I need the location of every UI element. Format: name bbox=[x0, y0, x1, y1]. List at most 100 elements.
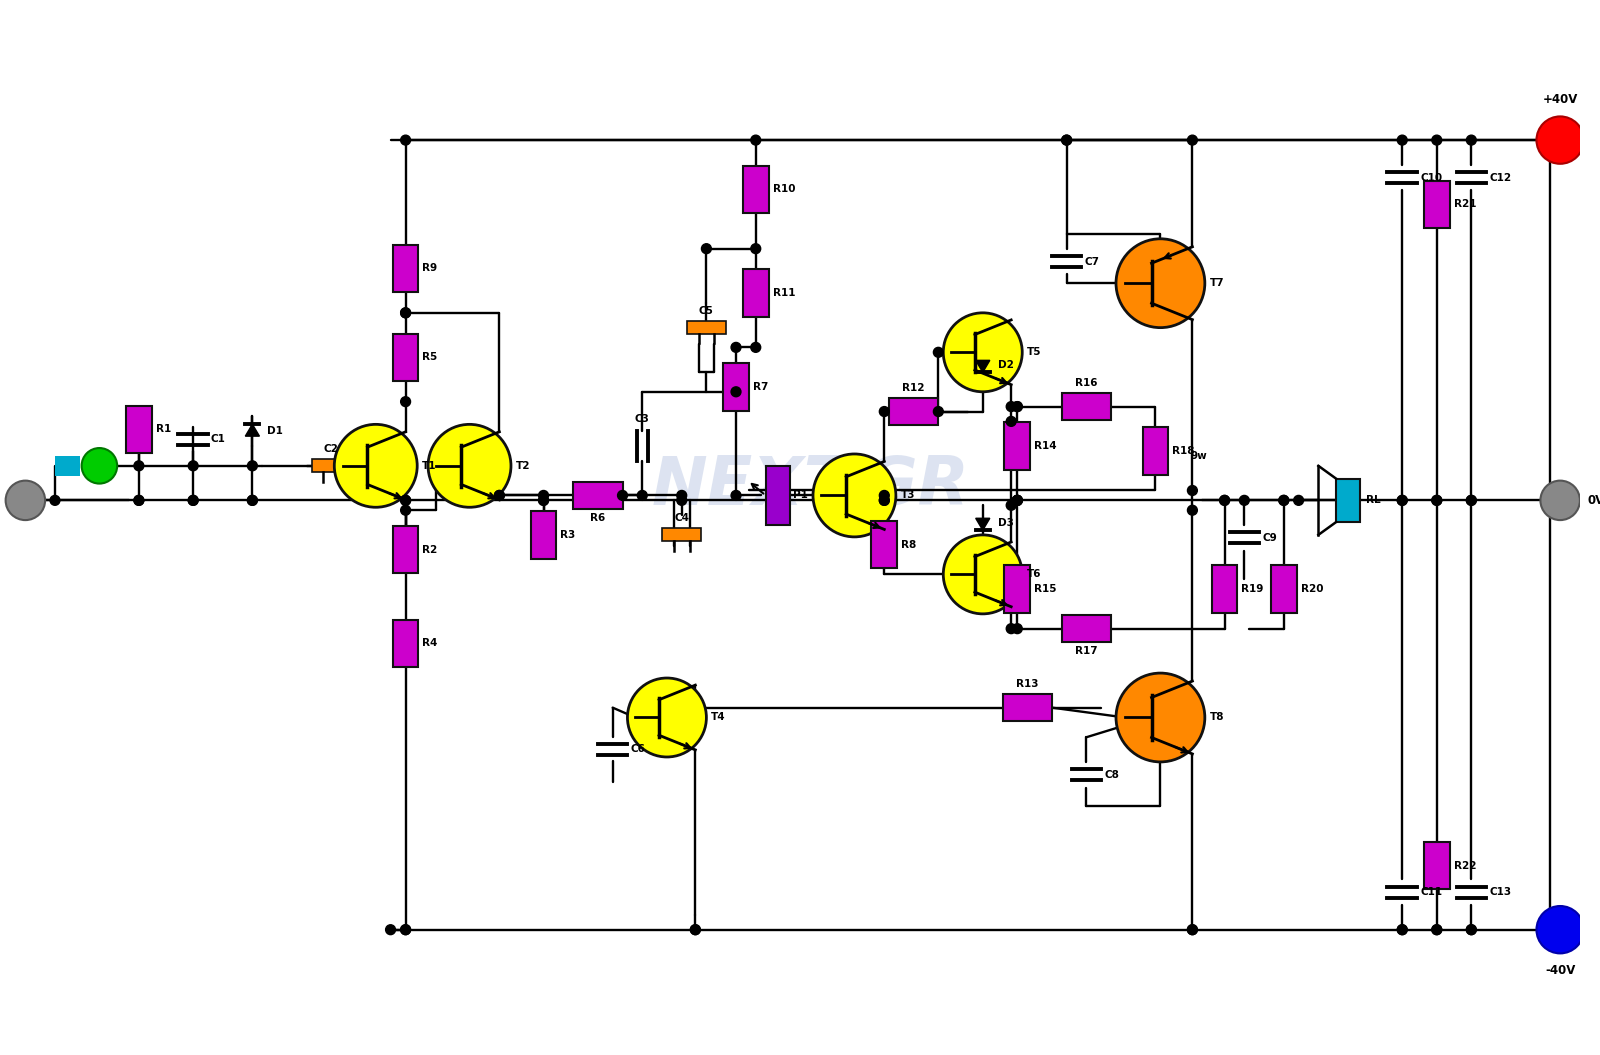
Text: R7: R7 bbox=[752, 382, 768, 391]
Text: C13: C13 bbox=[1490, 887, 1512, 897]
Circle shape bbox=[1117, 673, 1205, 762]
Circle shape bbox=[750, 135, 760, 145]
Circle shape bbox=[400, 397, 411, 406]
Text: C10: C10 bbox=[1421, 173, 1442, 183]
Text: C9: C9 bbox=[1262, 533, 1277, 543]
Circle shape bbox=[1432, 496, 1442, 505]
Polygon shape bbox=[976, 518, 990, 531]
FancyBboxPatch shape bbox=[392, 333, 419, 381]
Circle shape bbox=[1006, 624, 1016, 634]
Text: C8: C8 bbox=[1104, 770, 1118, 780]
Circle shape bbox=[1278, 496, 1288, 505]
Circle shape bbox=[6, 481, 45, 520]
FancyBboxPatch shape bbox=[392, 245, 419, 292]
Circle shape bbox=[1187, 925, 1197, 935]
Circle shape bbox=[691, 925, 701, 935]
Circle shape bbox=[1466, 925, 1477, 935]
Circle shape bbox=[1432, 496, 1442, 505]
Circle shape bbox=[494, 491, 504, 500]
FancyBboxPatch shape bbox=[312, 459, 350, 473]
Text: R13: R13 bbox=[1016, 678, 1038, 689]
Text: R10: R10 bbox=[773, 185, 795, 194]
Circle shape bbox=[400, 308, 411, 318]
Text: R4: R4 bbox=[422, 638, 438, 649]
Circle shape bbox=[691, 925, 701, 935]
Circle shape bbox=[1536, 116, 1584, 164]
Circle shape bbox=[1397, 925, 1406, 935]
Circle shape bbox=[82, 448, 117, 483]
Circle shape bbox=[1397, 496, 1406, 505]
Circle shape bbox=[1219, 496, 1229, 505]
FancyBboxPatch shape bbox=[126, 405, 152, 453]
Circle shape bbox=[750, 244, 760, 253]
Text: T8: T8 bbox=[1210, 712, 1224, 723]
Text: R16: R16 bbox=[1075, 378, 1098, 388]
Text: T7: T7 bbox=[1210, 279, 1224, 288]
FancyBboxPatch shape bbox=[872, 521, 898, 569]
Text: +40V: +40V bbox=[1542, 93, 1578, 106]
FancyBboxPatch shape bbox=[1062, 615, 1110, 642]
Polygon shape bbox=[245, 424, 259, 436]
Circle shape bbox=[189, 496, 198, 505]
FancyBboxPatch shape bbox=[573, 481, 622, 510]
Circle shape bbox=[1013, 496, 1022, 505]
Text: R15: R15 bbox=[1034, 584, 1056, 594]
Circle shape bbox=[1187, 135, 1197, 145]
Circle shape bbox=[400, 496, 411, 505]
Circle shape bbox=[386, 925, 395, 935]
Text: D3: D3 bbox=[997, 518, 1013, 529]
Text: T4: T4 bbox=[712, 712, 726, 723]
FancyBboxPatch shape bbox=[1062, 392, 1110, 420]
Circle shape bbox=[933, 347, 944, 358]
FancyBboxPatch shape bbox=[1424, 180, 1450, 228]
Circle shape bbox=[334, 424, 418, 507]
Text: C7: C7 bbox=[1085, 256, 1099, 267]
Circle shape bbox=[248, 496, 258, 505]
Circle shape bbox=[618, 491, 627, 500]
Circle shape bbox=[1006, 417, 1016, 426]
Circle shape bbox=[400, 925, 411, 935]
Circle shape bbox=[1240, 496, 1250, 505]
Circle shape bbox=[1187, 505, 1197, 515]
Circle shape bbox=[1466, 135, 1477, 145]
Text: D1: D1 bbox=[267, 426, 283, 437]
Circle shape bbox=[539, 491, 549, 500]
Text: C12: C12 bbox=[1490, 173, 1512, 183]
Text: R2: R2 bbox=[422, 544, 438, 555]
Text: R9: R9 bbox=[422, 264, 437, 273]
Circle shape bbox=[1006, 500, 1016, 511]
Circle shape bbox=[400, 496, 411, 505]
FancyBboxPatch shape bbox=[1336, 479, 1360, 522]
Circle shape bbox=[1062, 135, 1072, 145]
Text: C2: C2 bbox=[323, 444, 339, 454]
Circle shape bbox=[1013, 496, 1022, 505]
Circle shape bbox=[1062, 135, 1072, 145]
Circle shape bbox=[400, 308, 411, 318]
Circle shape bbox=[813, 454, 896, 537]
Circle shape bbox=[677, 496, 686, 505]
Text: R11: R11 bbox=[773, 288, 795, 299]
Circle shape bbox=[400, 505, 411, 515]
Text: R1: R1 bbox=[155, 424, 171, 435]
Circle shape bbox=[880, 491, 890, 500]
Circle shape bbox=[637, 491, 646, 500]
Circle shape bbox=[494, 491, 504, 500]
FancyBboxPatch shape bbox=[686, 321, 726, 334]
Text: C4: C4 bbox=[674, 513, 690, 523]
Text: C5: C5 bbox=[699, 306, 714, 315]
Circle shape bbox=[1219, 496, 1229, 505]
Polygon shape bbox=[976, 361, 990, 372]
FancyBboxPatch shape bbox=[890, 398, 938, 425]
FancyBboxPatch shape bbox=[1270, 565, 1296, 613]
FancyBboxPatch shape bbox=[1142, 427, 1168, 475]
Text: R22: R22 bbox=[1453, 861, 1477, 870]
Circle shape bbox=[731, 491, 741, 500]
Circle shape bbox=[627, 678, 706, 757]
Circle shape bbox=[880, 406, 890, 417]
Circle shape bbox=[1117, 238, 1205, 328]
Circle shape bbox=[1432, 925, 1442, 935]
Text: T1: T1 bbox=[422, 461, 437, 471]
FancyBboxPatch shape bbox=[392, 619, 419, 667]
Circle shape bbox=[1397, 925, 1406, 935]
Circle shape bbox=[1006, 402, 1016, 411]
